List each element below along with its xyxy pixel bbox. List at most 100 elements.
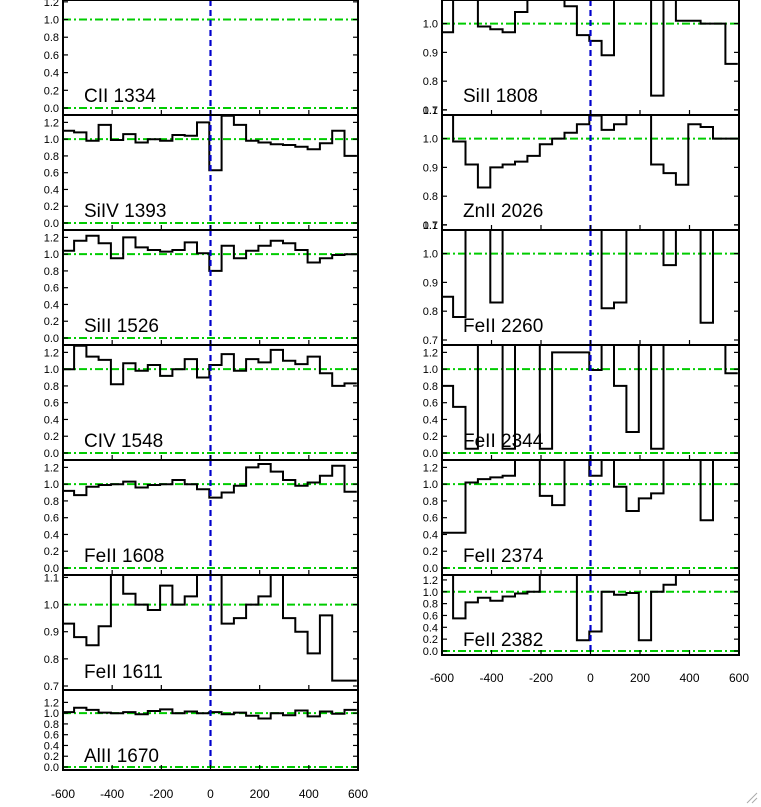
y-tick-label: 1.0 — [423, 587, 438, 599]
y-tick-label: 0.8 — [44, 719, 59, 731]
y-tick-label: 0.4 — [423, 529, 438, 541]
y-tick-label: 1.1 — [423, 220, 438, 232]
ion-label: SiII 1526 — [84, 316, 159, 337]
y-tick-label: 0.8 — [44, 266, 59, 278]
y-tick-label: 0.0 — [423, 448, 438, 460]
y-tick-label: 0.6 — [44, 398, 59, 410]
x-axis-left: -600 -400 -200 0 200 400 600 — [51, 787, 368, 801]
y-tick-label: 0.7 — [423, 335, 438, 347]
x-tick-label: -400 — [100, 787, 124, 801]
y-tick-label: 0.8 — [44, 32, 59, 44]
panel-feii-2260: 0.7 0.8 0.9 1.0 1.1 FeII 2260 — [423, 220, 740, 347]
panel-feii-2344: 0.0 0.2 0.4 0.6 0.8 1.0 1.2 FeII 2344 — [423, 344, 740, 461]
y-tick-label: 1.2 — [44, 117, 59, 129]
y-tick-label: 0.2 — [44, 751, 59, 763]
y-tick-label: 0.0 — [423, 563, 438, 575]
y-tick-label: 0.8 — [44, 654, 59, 666]
flux-step-line — [63, 234, 357, 272]
panel-cii-1334: 0.0 0.2 0.4 0.6 0.8 1.0 1.2 CII 1334 — [44, 0, 359, 116]
panel-feii-2382: 0.00.20.40.60.81.01.2 FeII 2382 — [423, 574, 740, 658]
y-tick-label: 1.2 — [423, 575, 438, 587]
y-tick-label: 0.0 — [44, 448, 59, 460]
y-tick-label: 0.9 — [44, 627, 59, 639]
resize-corner-icon — [746, 792, 758, 804]
x-tick-label: 200 — [630, 671, 650, 685]
y-tick-label: 0.8 — [44, 151, 59, 163]
y-tick-label: 0.7 — [44, 681, 59, 693]
y-tick-label: 0.6 — [44, 730, 59, 742]
y-tick-label: 0.7 — [423, 105, 438, 117]
y-tick-label: 1.2 — [44, 232, 59, 244]
ion-label: FeII 2344 — [463, 431, 544, 452]
y-tick-label: 0.4 — [44, 299, 59, 311]
y-tick-label: 0.2 — [44, 546, 59, 558]
y-tick-label: 1.0 — [423, 19, 438, 31]
ion-label: FeII 1608 — [84, 546, 164, 567]
y-tick-label: 0.4 — [44, 68, 59, 80]
y-tick-label: 0.2 — [44, 85, 59, 97]
y-tick-label: 0.2 — [423, 431, 438, 443]
y-tick-label: 0.4 — [44, 414, 59, 426]
panel-siiv-1393: 0.0 0.2 0.4 0.6 0.8 1.0 1.2 SiIV 1393 — [44, 114, 359, 231]
y-tick-label: 1.1 — [423, 0, 438, 2]
ion-label: FeII 2260 — [463, 316, 543, 337]
y-tick-label: 0.2 — [44, 201, 59, 213]
x-axes-layer: -600 -400 -200 0 200 400 600 -600 -400 -200 0 200 40… — [51, 671, 749, 801]
y-tick-label: 1.2 — [44, 462, 59, 474]
flux-step-line — [63, 345, 357, 387]
y-tick-label: 0.6 — [423, 610, 438, 622]
y-tick-label: 1.0 — [44, 134, 59, 146]
y-tick-label: 1.1 — [423, 105, 438, 117]
y-tick-label: 0.2 — [44, 431, 59, 443]
ion-label: AlII 1670 — [84, 746, 159, 767]
y-tick-label: 0.9 — [423, 277, 438, 289]
y-tick-label: 0.8 — [423, 76, 438, 88]
y-tick-label: 0.4 — [44, 184, 59, 196]
y-tick-label: 0.0 — [44, 563, 59, 575]
flux-step-line — [442, 345, 738, 450]
y-tick-label: 0.7 — [423, 220, 438, 232]
y-tick-label: 0.8 — [423, 496, 438, 508]
y-tick-label: 1.1 — [44, 572, 59, 584]
panel-feii-2374: 0.0 0.2 0.4 0.6 0.8 1.0 1.2 FeII 2374 — [423, 459, 740, 576]
flux-step-line — [63, 706, 357, 720]
y-tick-label: 1.0 — [44, 600, 59, 612]
y-tick-label: 1.2 — [423, 347, 438, 359]
ion-label: SiII 1808 — [463, 86, 538, 107]
y-tick-label: 1.2 — [44, 347, 59, 359]
x-tick-label: -600 — [430, 671, 454, 685]
y-tick-label: 0.0 — [423, 646, 438, 658]
panel-feii-1611: 0.7 0.8 0.9 1.0 1.1 FeII 1611 — [44, 572, 359, 693]
y-tick-label: 1.0 — [423, 479, 438, 491]
ion-label: CII 1334 — [84, 86, 156, 107]
y-tick-label: 0.0 — [44, 103, 59, 115]
y-tick-label: 0.6 — [44, 168, 59, 180]
flux-step-line — [442, 0, 738, 97]
x-tick-label: 600 — [348, 787, 368, 801]
y-tick-label: 1.0 — [44, 708, 59, 720]
y-tick-label: 1.0 — [44, 15, 59, 27]
y-tick-label: 1.0 — [423, 364, 438, 376]
y-tick-label: 0.2 — [423, 546, 438, 558]
ion-label: FeII 1611 — [84, 662, 163, 683]
ion-label: FeII 2374 — [463, 546, 544, 567]
y-tick-label: 0.6 — [44, 50, 59, 62]
flux-step-line — [442, 460, 738, 534]
flux-step-line — [63, 463, 357, 499]
y-tick-label: 0.8 — [423, 191, 438, 203]
x-tick-label: 0 — [587, 671, 594, 685]
y-tick-label: 0.0 — [44, 762, 59, 774]
panel-siii-1526: 0.0 0.2 0.4 0.6 0.8 1.0 1.2 SiII 1526 — [44, 229, 359, 346]
y-tick-label: 0.8 — [423, 599, 438, 611]
y-tick-label: 0.9 — [423, 47, 438, 59]
y-tick-label: 0.8 — [44, 496, 59, 508]
flux-step-line — [63, 115, 357, 172]
y-tick-label: 0.0 — [44, 218, 59, 230]
x-tick-label: -200 — [529, 671, 553, 685]
x-tick-label: -200 — [149, 787, 173, 801]
y-tick-label: 1.0 — [44, 364, 59, 376]
x-tick-label: 400 — [299, 787, 319, 801]
y-tick-label: 1.2 — [44, 697, 59, 709]
